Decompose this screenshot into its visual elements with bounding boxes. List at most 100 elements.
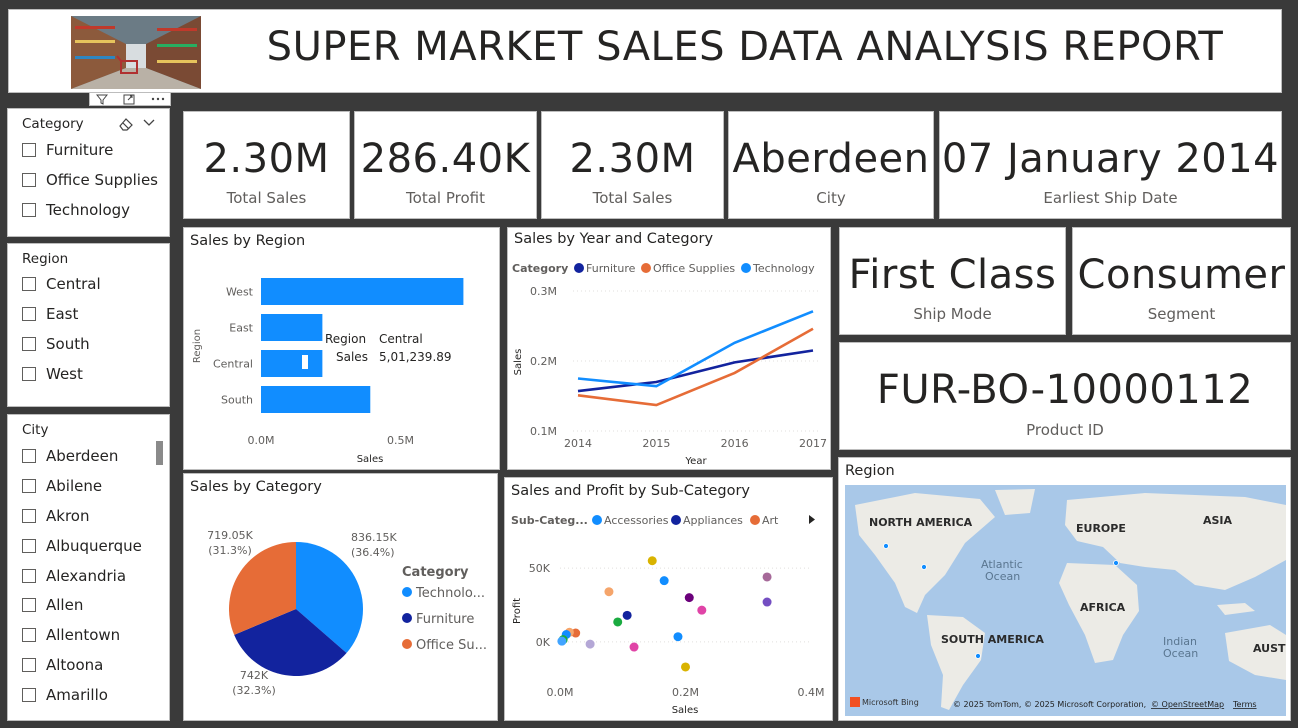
segment-card: Consumer Segment xyxy=(1072,227,1291,335)
checkbox[interactable] xyxy=(22,539,36,553)
pie-slice-technolo[interactable] xyxy=(296,542,363,653)
slicer-option-office-supplies[interactable]: Office Supplies xyxy=(22,170,158,190)
terms-link[interactable]: Terms xyxy=(1232,700,1257,709)
map-data-point[interactable] xyxy=(883,543,889,549)
pie-slice-furniture[interactable] xyxy=(234,609,347,676)
slicer-option-albuquerque[interactable]: Albuquerque xyxy=(22,536,142,556)
slicer-option-aberdeen[interactable]: Aberdeen xyxy=(22,446,118,466)
legend-item-technolo[interactable]: Technolo... xyxy=(415,586,485,601)
slicer-option-alexandria[interactable]: Alexandria xyxy=(22,566,126,586)
header-banner: SUPER MARKET SALES DATA ANALYSIS REPORT xyxy=(8,9,1282,93)
checkbox[interactable] xyxy=(22,203,36,217)
map-data-point[interactable] xyxy=(1113,560,1119,566)
legend-marker xyxy=(402,613,412,623)
slicer-option-furniture[interactable]: Furniture xyxy=(22,140,113,160)
legend-marker xyxy=(402,639,412,649)
category-pie-chart: 836.15K(36.4%)742K(32.3%)719.05K(31.3%) … xyxy=(207,529,487,697)
kpi-label: Product ID xyxy=(1026,421,1104,439)
checkbox[interactable] xyxy=(22,688,36,702)
filter-icon[interactable] xyxy=(96,94,108,105)
legend-item-accessories[interactable]: Accessories xyxy=(604,514,669,527)
more-options-icon[interactable] xyxy=(150,94,166,105)
eraser-icon[interactable] xyxy=(118,117,134,131)
bar-central[interactable] xyxy=(261,350,323,377)
pie-slice-office-su[interactable] xyxy=(229,542,296,635)
slicer-option-east[interactable]: East xyxy=(22,304,78,324)
series-line-office-supplies[interactable] xyxy=(577,327,814,407)
sales-by-year-chart: Sales by Year and Category Category Furn… xyxy=(507,227,831,470)
x-tick-label: 0.0M xyxy=(547,686,574,699)
map-label-atlantic: Atlantic xyxy=(981,558,1023,571)
legend-item-office-supplies[interactable]: Office Supplies xyxy=(653,262,735,275)
bar-east[interactable] xyxy=(261,314,323,341)
supermarket-photo xyxy=(71,16,201,89)
scatter-point[interactable] xyxy=(673,632,683,642)
osm-link[interactable]: © OpenStreetMap xyxy=(1151,700,1224,709)
checkbox[interactable] xyxy=(22,277,36,291)
slicer-option-abilene[interactable]: Abilene xyxy=(22,476,102,496)
checkbox[interactable] xyxy=(22,628,36,642)
bing-logo-icon xyxy=(850,697,860,707)
scatter-point[interactable] xyxy=(697,605,707,615)
slicer-option-west[interactable]: West xyxy=(22,364,83,384)
scatter-point[interactable] xyxy=(659,576,669,586)
slicer-option-central[interactable]: Central xyxy=(22,274,101,294)
scatter-point[interactable] xyxy=(585,639,595,649)
scatter-point[interactable] xyxy=(557,636,567,646)
scatter-point[interactable] xyxy=(629,642,639,652)
focus-mode-icon[interactable] xyxy=(123,94,135,105)
scatter-point[interactable] xyxy=(613,617,623,627)
scatter-point[interactable] xyxy=(604,587,614,597)
checkbox[interactable] xyxy=(22,173,36,187)
sales-profit-subcategory-chart: Sales and Profit by Sub-Category Sub-Cat… xyxy=(504,477,833,721)
slicer-option-altoona[interactable]: Altoona xyxy=(22,655,103,675)
slicer-option-allentown[interactable]: Allentown xyxy=(22,625,120,645)
scatter-point[interactable] xyxy=(681,662,690,672)
region-map[interactable]: Region NORTH AMERICA EUROPE ASIA AFRICA … xyxy=(838,457,1291,721)
slicer-option-south[interactable]: South xyxy=(22,334,90,354)
slicer-option-akron[interactable]: Akron xyxy=(22,506,89,526)
legend-item-furniture[interactable]: Furniture xyxy=(586,262,636,275)
scatter-point[interactable] xyxy=(647,556,657,566)
legend-item-art[interactable]: Art xyxy=(762,514,779,527)
checkbox[interactable] xyxy=(22,569,36,583)
scatter-point[interactable] xyxy=(622,610,632,620)
chevron-down-icon[interactable] xyxy=(143,118,155,128)
legend-item-technology[interactable]: Technology xyxy=(752,262,815,275)
checkbox[interactable] xyxy=(22,143,36,157)
slicer-option-amarillo[interactable]: Amarillo xyxy=(22,685,108,705)
x-tick-label: 2016 xyxy=(721,437,749,450)
series-line-furniture[interactable] xyxy=(577,349,814,393)
bar-south[interactable] xyxy=(261,386,371,413)
scatter-point[interactable] xyxy=(684,593,694,603)
checkbox[interactable] xyxy=(22,479,36,493)
checkbox[interactable] xyxy=(22,509,36,523)
world-map[interactable]: NORTH AMERICA EUROPE ASIA AFRICA SOUTH A… xyxy=(845,485,1286,716)
checkbox[interactable] xyxy=(22,598,36,612)
series-line-technology[interactable] xyxy=(577,310,814,388)
slicer-option-label: Furniture xyxy=(46,141,114,159)
scatter-point[interactable] xyxy=(762,597,772,607)
checkbox[interactable] xyxy=(22,337,36,351)
map-data-point[interactable] xyxy=(921,564,927,570)
checkbox[interactable] xyxy=(22,658,36,672)
legend-item-office-su[interactable]: Office Su... xyxy=(416,638,487,653)
checkbox[interactable] xyxy=(22,307,36,321)
tooltip-value-region: Central xyxy=(379,332,423,346)
map-data-point[interactable] xyxy=(975,653,981,659)
scrollbar-thumb[interactable] xyxy=(156,441,163,465)
slicer-option-technology[interactable]: Technology xyxy=(22,200,130,220)
data-label: 836.15K xyxy=(351,531,397,544)
legend-item-appliances[interactable]: Appliances xyxy=(683,514,743,527)
slicer-option-label: Abilene xyxy=(46,477,103,495)
slicer-option-allen[interactable]: Allen xyxy=(22,595,83,615)
bar-west[interactable] xyxy=(261,278,464,305)
checkbox[interactable] xyxy=(22,449,36,463)
checkbox[interactable] xyxy=(22,367,36,381)
legend-next-arrow-icon[interactable] xyxy=(809,515,815,524)
city-slicer: City Aberdeen Abilene Akron Albuquerque … xyxy=(7,414,170,721)
visual-header-toolbar xyxy=(89,92,171,106)
legend-item-furniture[interactable]: Furniture xyxy=(416,612,474,627)
x-tick-label: 0.4M xyxy=(798,686,825,699)
scatter-point[interactable] xyxy=(762,572,772,582)
